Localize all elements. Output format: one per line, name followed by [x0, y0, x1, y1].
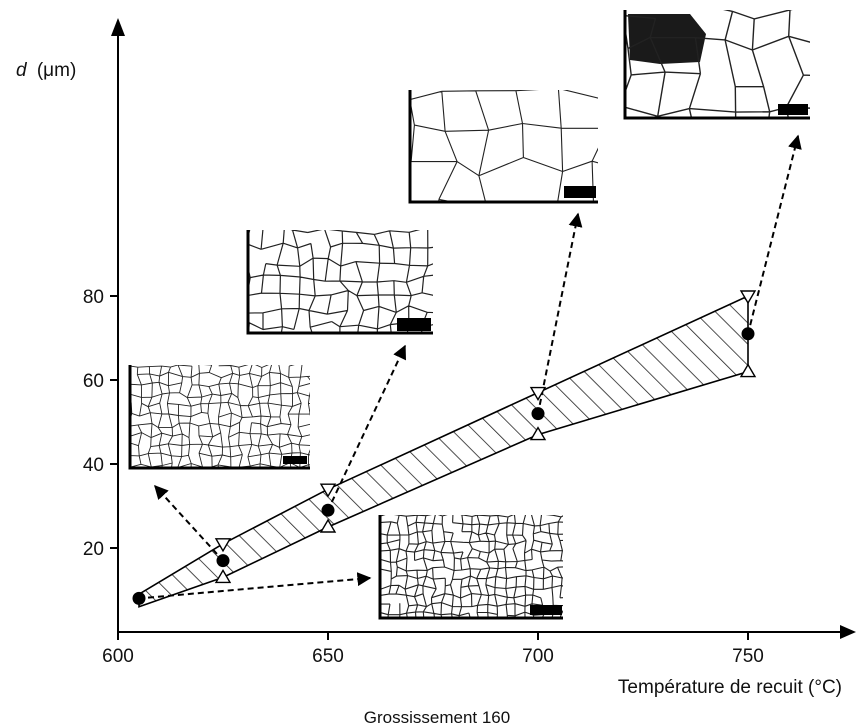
lower-marker — [214, 569, 232, 584]
lower-marker — [529, 426, 547, 441]
lower-marker — [739, 363, 757, 378]
scale-bar — [530, 605, 562, 615]
x-axis-title: Température de recuit (°C) — [618, 677, 842, 698]
micrograph-750 — [623, 10, 810, 120]
upper-marker — [739, 290, 757, 305]
micrograph-700 — [408, 90, 598, 204]
micrograph-625 — [128, 365, 310, 470]
upper-marker — [214, 538, 232, 553]
ticks: 600 650 700 750 20 40 60 80 — [83, 287, 764, 667]
x-axis-arrow — [840, 625, 856, 639]
y-tick-label: 20 — [83, 539, 104, 560]
scale-bar — [397, 318, 431, 331]
upper-marker — [319, 483, 337, 498]
caption: Grossissement 160 — [364, 708, 510, 726]
arrows — [147, 134, 802, 599]
upper-marker — [529, 386, 547, 401]
scale-bar — [778, 104, 808, 115]
data-point — [216, 554, 230, 568]
markers — [132, 290, 757, 605]
scale-bar — [564, 186, 596, 198]
y-tick-label: 40 — [83, 455, 104, 476]
y-axis-arrow — [111, 18, 125, 36]
arrow-to-micrograph-625 — [154, 484, 218, 555]
y-tick-label: 80 — [83, 287, 104, 308]
arrow-to-micrograph-750 — [749, 134, 802, 326]
x-tick-label: 600 — [102, 646, 134, 667]
lower-marker — [319, 518, 337, 533]
data-point — [531, 407, 545, 421]
y-axis-title: d (μm) — [16, 60, 76, 81]
data-point — [132, 591, 146, 605]
arrow-to-micrograph-650 — [330, 344, 406, 503]
x-tick-label: 750 — [732, 646, 764, 667]
micrograph-605 — [378, 515, 563, 620]
arrow-to-micrograph-700 — [538, 212, 583, 405]
micrograph-650 — [246, 230, 433, 335]
arrow-to-micrograph-605 — [147, 572, 372, 599]
scale-bar — [283, 456, 307, 464]
y-tick-label: 60 — [83, 371, 104, 392]
data-point — [321, 503, 335, 517]
data-point — [741, 327, 755, 341]
x-tick-label: 650 — [312, 646, 344, 667]
x-tick-label: 700 — [522, 646, 554, 667]
